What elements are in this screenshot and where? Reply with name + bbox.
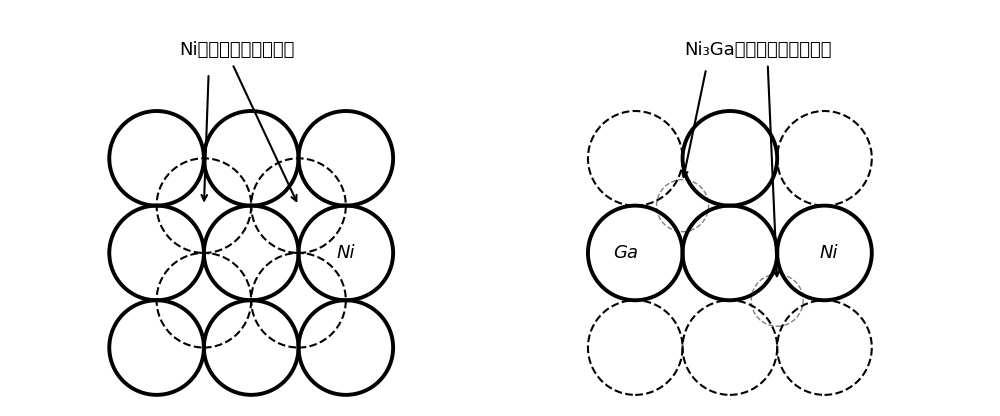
Text: Ga: Ga xyxy=(613,244,638,262)
Text: Ni: Ni xyxy=(820,244,838,262)
Text: Ni: Ni xyxy=(337,244,355,262)
Text: Ni表面碳原子吸附位点: Ni表面碳原子吸附位点 xyxy=(179,41,295,59)
Text: Ni₃Ga表面碳原子吸附位点: Ni₃Ga表面碳原子吸附位点 xyxy=(685,41,832,59)
